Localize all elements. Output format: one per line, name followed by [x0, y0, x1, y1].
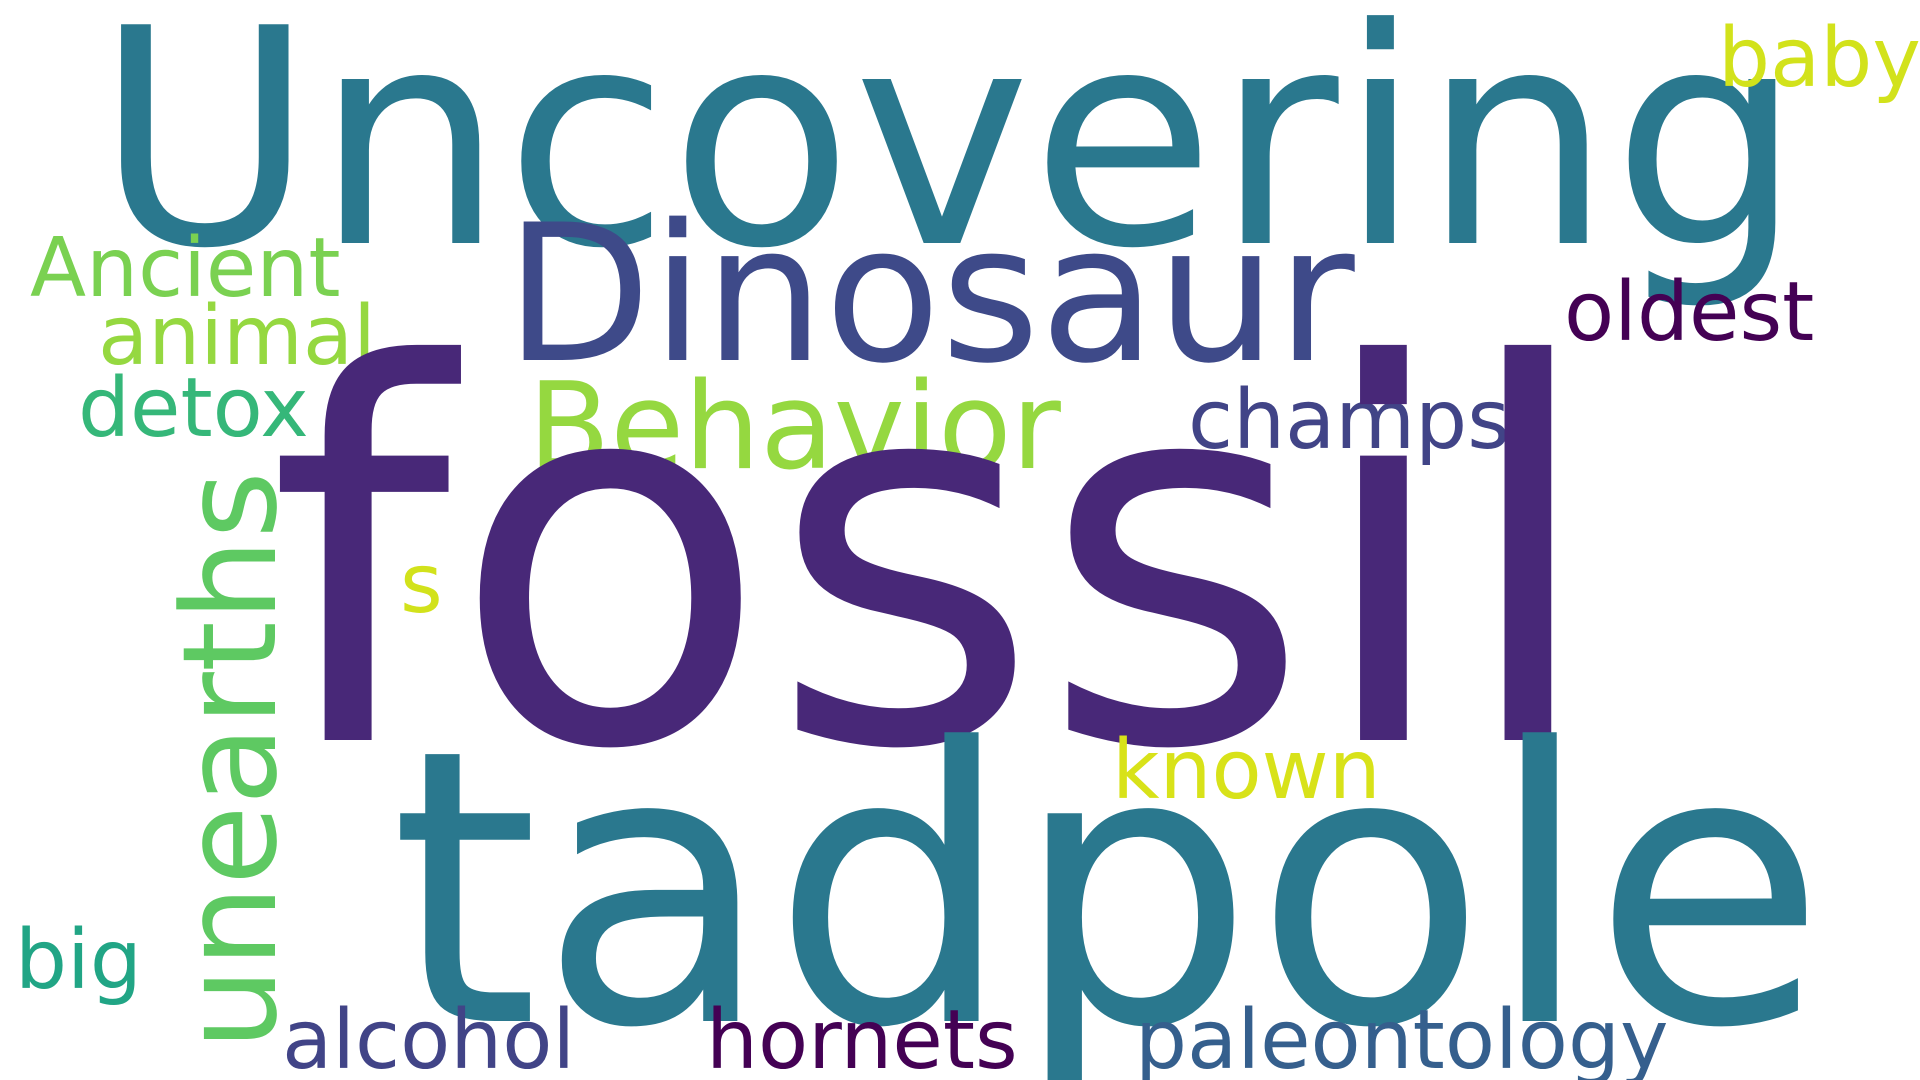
word-big: big	[15, 913, 142, 1008]
word-alcohol: alcohol	[282, 993, 576, 1080]
word-known: known	[1112, 723, 1381, 818]
word-s: s	[400, 537, 443, 632]
word-paleontology: paleontology	[1135, 993, 1669, 1080]
word-animal: animal	[98, 289, 376, 384]
word-tadpole: tadpole	[390, 668, 1827, 1080]
word-ancient: Ancient	[30, 221, 341, 316]
word-champs: champs	[1188, 373, 1510, 468]
word-detox: detox	[78, 361, 309, 456]
word-fossil: fossil	[268, 257, 1600, 863]
word-oldest: oldest	[1564, 265, 1815, 360]
word-baby: baby	[1718, 11, 1920, 106]
word-dinosaur: Dinosaur	[505, 184, 1355, 405]
word-hornets: hornets	[706, 993, 1018, 1080]
word-unearths: unearths	[154, 471, 306, 1050]
word-uncovering: Uncovering	[95, 0, 1803, 314]
word-behavior: Behavior	[528, 358, 1061, 497]
